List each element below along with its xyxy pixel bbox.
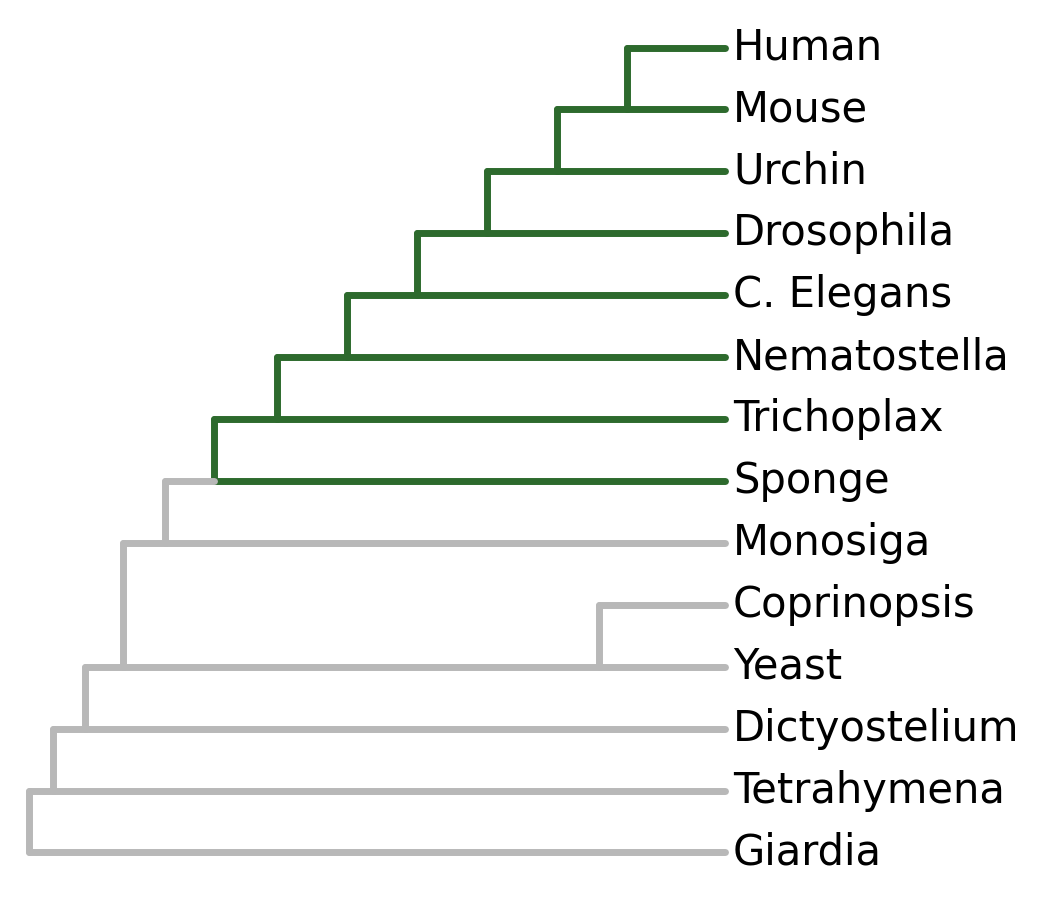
Text: Mouse: Mouse (733, 88, 869, 130)
Text: Human: Human (733, 26, 883, 68)
Text: Yeast: Yeast (733, 645, 842, 688)
Text: Nematostella: Nematostella (733, 336, 1010, 378)
Text: Tetrahymena: Tetrahymena (733, 770, 1005, 812)
Text: Trichoplax: Trichoplax (733, 398, 943, 440)
Text: C. Elegans: C. Elegans (733, 274, 952, 316)
Text: Monosiga: Monosiga (733, 522, 932, 564)
Text: Sponge: Sponge (733, 460, 890, 502)
Text: Giardia: Giardia (733, 832, 882, 874)
Text: Urchin: Urchin (733, 150, 866, 193)
Text: Drosophila: Drosophila (733, 212, 955, 255)
Text: Dictyostelium: Dictyostelium (733, 707, 1020, 750)
Text: Coprinopsis: Coprinopsis (733, 584, 976, 626)
